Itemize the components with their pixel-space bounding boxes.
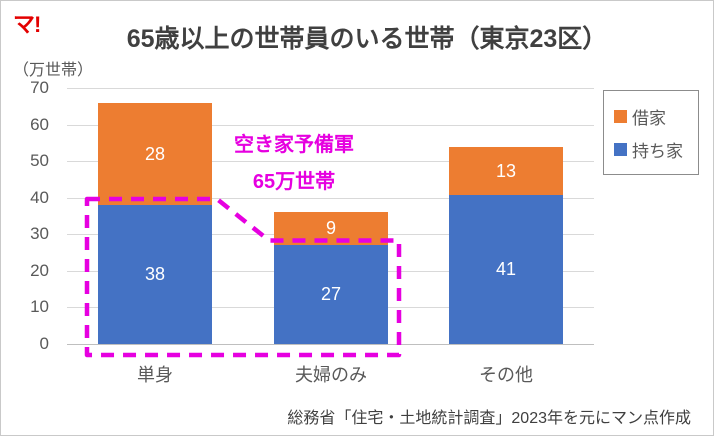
bar-segment-持ち家-夫婦のみ: 27 [274, 245, 388, 344]
chart-legend: 借家 持ち家 [603, 90, 699, 175]
source-attribution: 総務省「住宅・土地統計調査」2023年を元にマン点作成 [287, 410, 691, 427]
legend-swatch-icon [614, 110, 627, 123]
bar-value-label: 28 [144, 143, 166, 164]
bar-value-label: 9 [325, 218, 336, 238]
y-tick-label-0: 0 [39, 334, 49, 353]
y-tick-label-40: 40 [30, 188, 49, 207]
bar-value-label: 27 [320, 284, 342, 304]
legend-swatch-icon [614, 143, 627, 156]
x-category-label-単身: 単身 [137, 365, 173, 385]
y-tick-label-10: 10 [30, 297, 49, 316]
site-logo: マ! [13, 12, 41, 37]
bar-value-label: 38 [144, 264, 166, 284]
x-category-label-夫婦のみ: 夫婦のみ [295, 365, 367, 385]
y-tick-label-30: 30 [30, 224, 49, 243]
annotation-line-2: 65万世帯 [252, 171, 336, 193]
y-axis-unit-label: （万世帯） [13, 62, 94, 79]
x-category-label-その他: その他 [479, 365, 533, 385]
gridline-70 [67, 88, 594, 89]
bar-segment-持ち家-単身: 38 [98, 205, 212, 344]
bar-segment-借家-単身: 28 [98, 103, 212, 205]
annotation-line-1: 空き家予備軍 [234, 134, 354, 156]
bar-segment-借家-夫婦のみ: 9 [274, 212, 388, 245]
chart-title: 65歳以上の世帯員のいる世帯（東京23区） [126, 25, 608, 53]
legend-label: 借家 [632, 109, 666, 128]
gridline-0 [67, 344, 594, 345]
legend-label: 持ち家 [632, 142, 683, 161]
y-tick-label-60: 60 [30, 115, 49, 134]
gridline-50 [67, 161, 594, 162]
bar-value-label: 13 [495, 160, 517, 181]
vacant-house-annotation: 空き家予備軍 65万世帯 [213, 134, 375, 194]
bar-segment-借家-その他: 13 [449, 147, 563, 195]
y-tick-label-70: 70 [30, 78, 49, 97]
y-tick-label-50: 50 [30, 151, 49, 170]
gridline-60 [67, 125, 594, 126]
legend-item-借家: 借家 [614, 104, 698, 129]
bar-segment-持ち家-その他: 41 [449, 194, 563, 344]
y-tick-label-20: 20 [30, 261, 49, 280]
bar-value-label: 41 [495, 258, 517, 279]
legend-item-持ち家: 持ち家 [614, 137, 698, 162]
